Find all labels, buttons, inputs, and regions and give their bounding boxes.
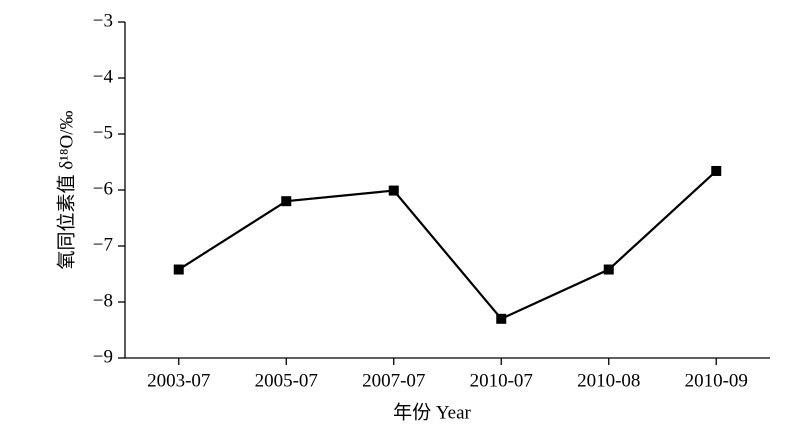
y-tick-label: −9 xyxy=(93,346,113,367)
y-tick-label: −3 xyxy=(93,10,113,31)
x-tick-label: 2010-07 xyxy=(470,370,533,391)
y-tick-label: −5 xyxy=(93,122,113,143)
data-marker xyxy=(173,264,184,275)
x-tick-label: 2010-09 xyxy=(685,370,748,391)
data-marker xyxy=(711,165,722,176)
x-tick-label: 2005-07 xyxy=(255,370,318,391)
x-tick-label: 2010-08 xyxy=(577,370,640,391)
y-tick-label: −7 xyxy=(93,234,113,255)
x-tick-label: 2003-07 xyxy=(147,370,210,391)
data-marker xyxy=(388,185,399,196)
data-line xyxy=(178,170,717,321)
y-tick-label: −8 xyxy=(93,290,113,311)
y-axis-label: 氧同位素值 δ¹⁸O/‰ xyxy=(55,110,77,269)
y-tick-label: −6 xyxy=(93,178,113,199)
data-marker xyxy=(496,313,507,324)
x-tick-label: 2007-07 xyxy=(362,370,425,391)
y-tick-label: −4 xyxy=(93,66,114,87)
x-axis-label: 年份 Year xyxy=(393,401,471,423)
data-marker xyxy=(281,196,292,207)
data-marker xyxy=(603,264,614,275)
